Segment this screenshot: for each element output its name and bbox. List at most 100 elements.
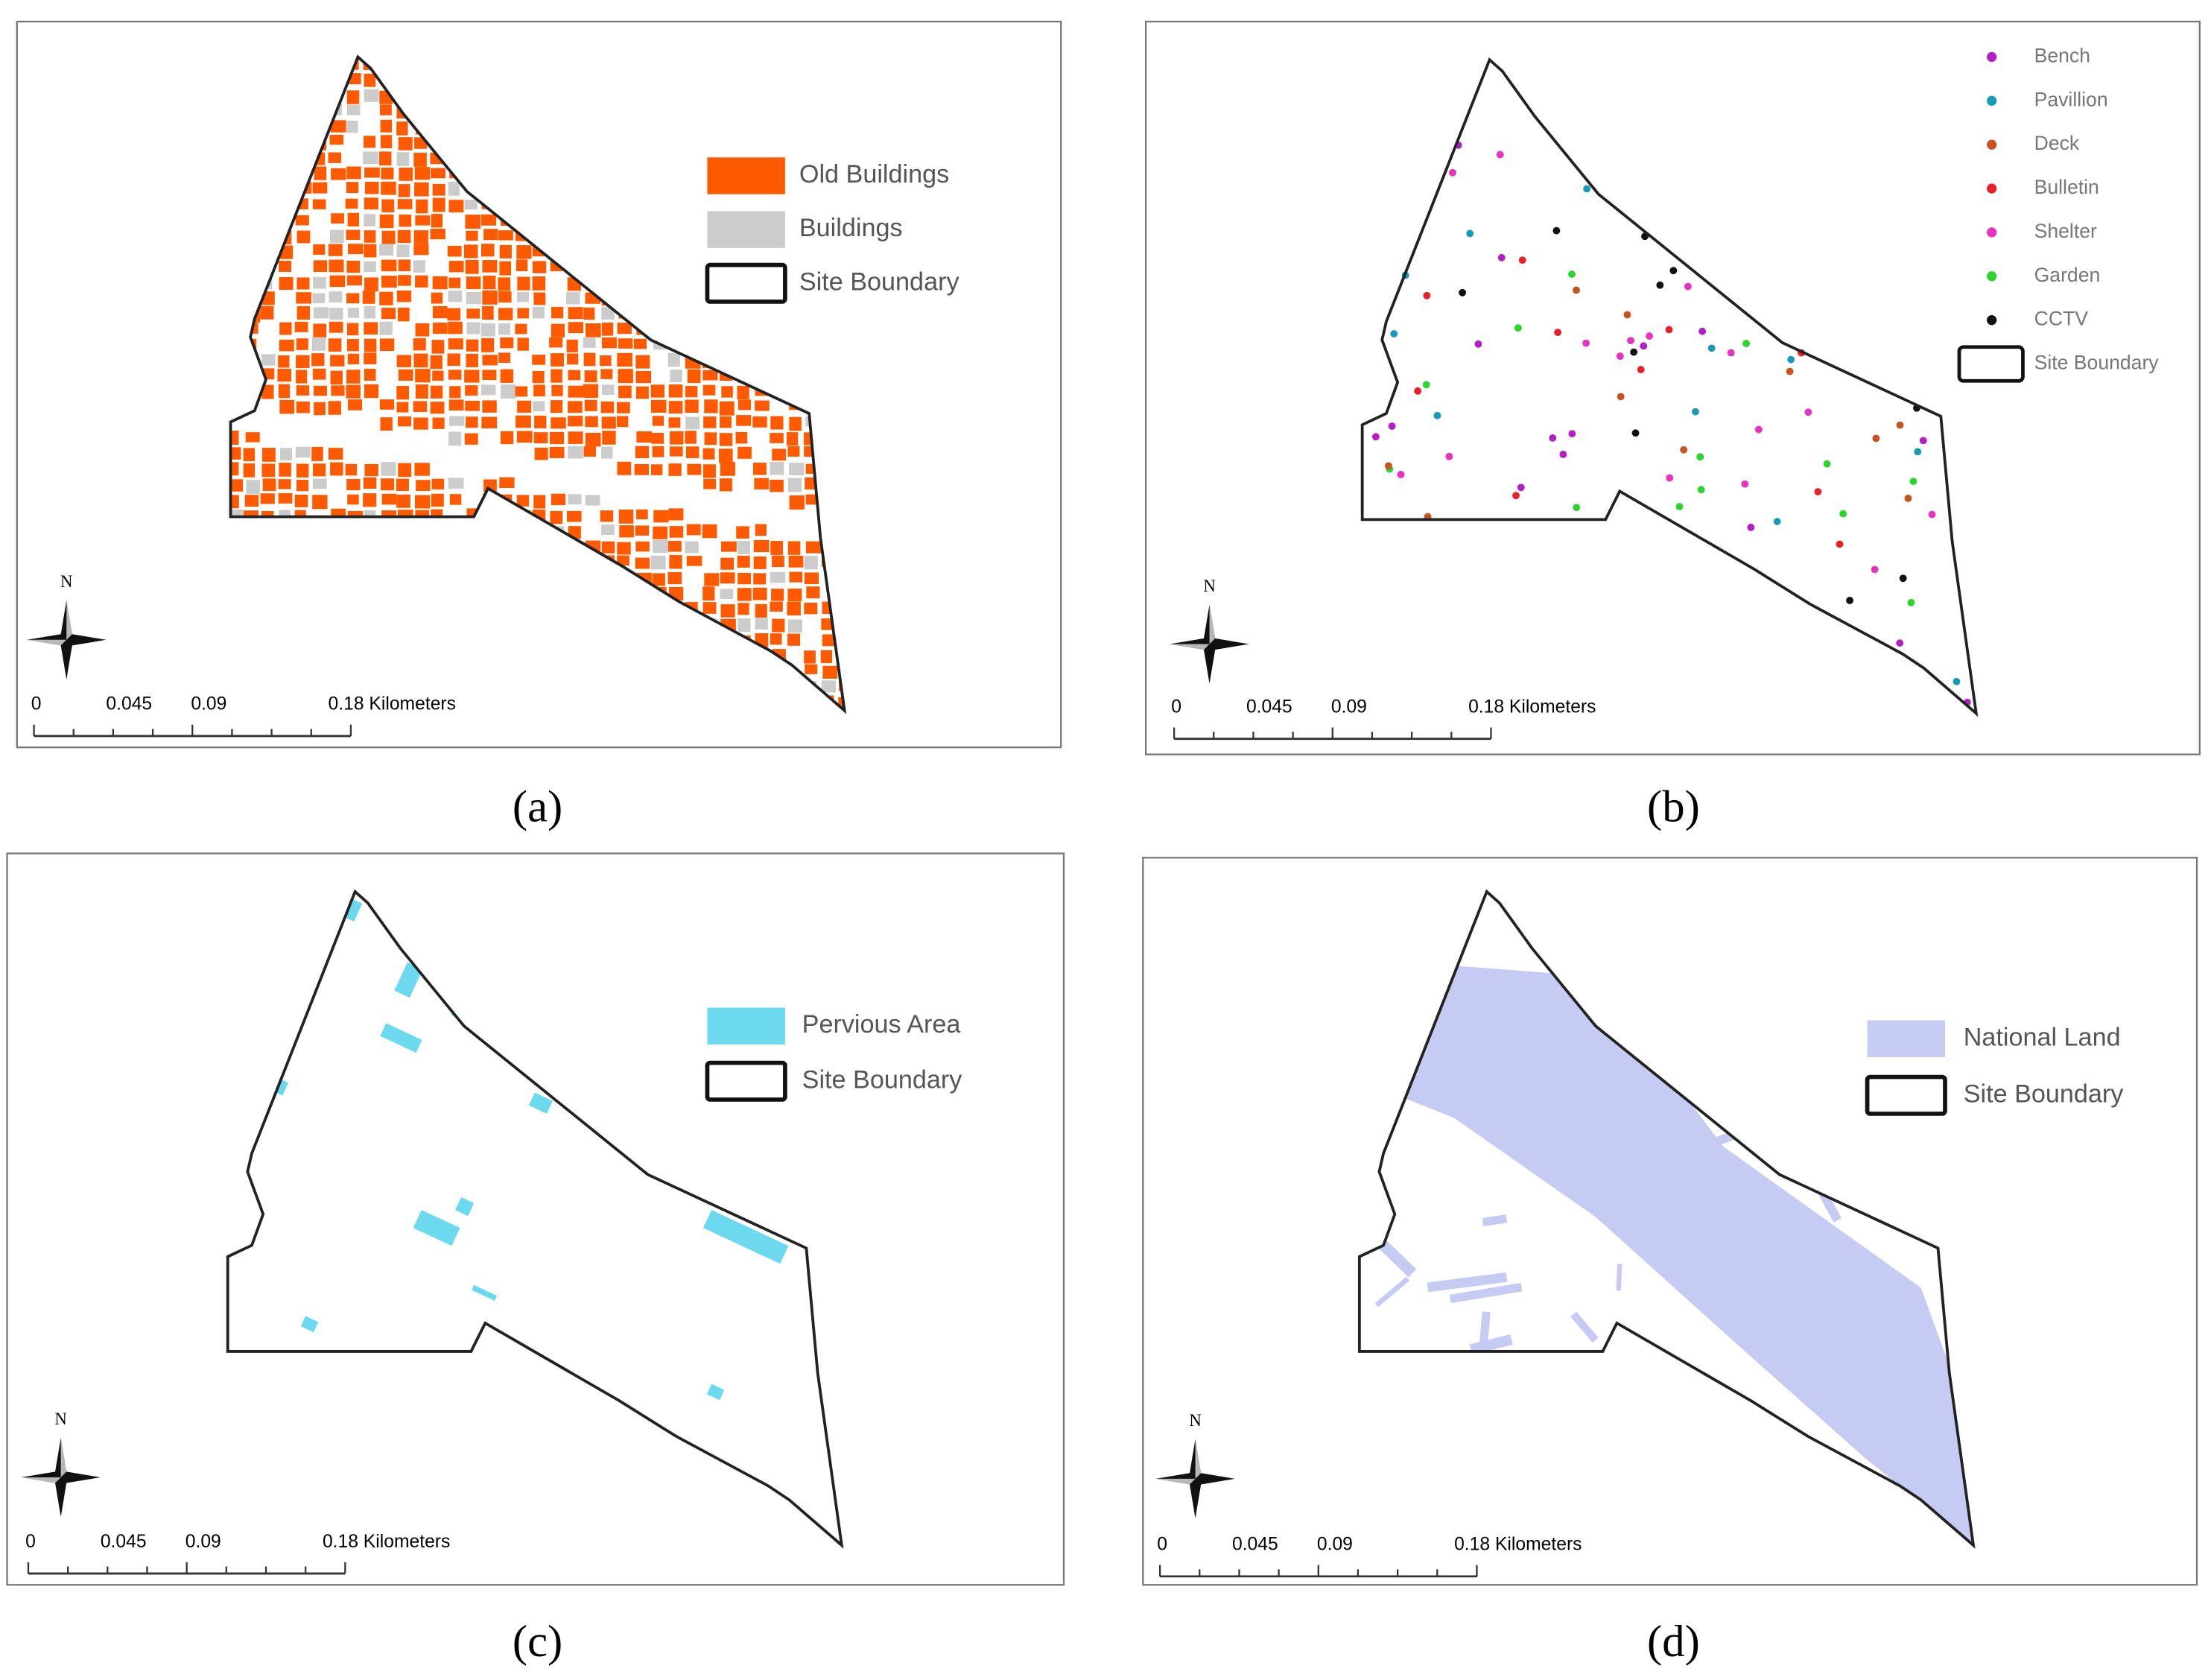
building — [449, 386, 461, 399]
scale-label: 0.18 Kilometers — [1468, 697, 1596, 717]
map-panel: National Land Site Boundary N 0 0.045 0.09 0.1… — [1142, 857, 2198, 1667]
building — [771, 589, 784, 601]
building — [601, 446, 613, 459]
building — [720, 461, 735, 476]
building — [787, 601, 801, 616]
building — [737, 573, 752, 585]
building — [770, 461, 784, 475]
building — [517, 337, 529, 351]
building — [448, 291, 462, 302]
facility-point — [1627, 337, 1634, 345]
building — [448, 370, 462, 380]
building — [346, 229, 361, 240]
facility-point — [1414, 387, 1422, 395]
building — [465, 385, 478, 396]
building — [755, 603, 767, 618]
scale-label: 0.045 — [1246, 697, 1292, 717]
building — [602, 384, 615, 396]
building — [718, 448, 733, 463]
scale-label: 0.18 Kilometers — [329, 694, 456, 714]
building — [277, 368, 292, 382]
building — [533, 495, 546, 509]
building — [396, 290, 412, 302]
facility-point — [1839, 510, 1847, 518]
building — [788, 478, 802, 492]
building — [702, 464, 716, 478]
building — [346, 384, 361, 399]
building — [230, 462, 239, 476]
building — [617, 555, 629, 566]
building — [585, 495, 600, 506]
building — [449, 494, 462, 505]
legend-label: CCTV — [2034, 308, 2089, 330]
legend-label: Garden — [2034, 264, 2101, 286]
building — [380, 417, 393, 431]
building — [296, 277, 310, 290]
building — [396, 244, 410, 257]
building — [466, 416, 478, 428]
building — [416, 199, 428, 214]
legend-label: Old Buildings — [799, 160, 949, 188]
facility-point — [1804, 408, 1812, 416]
building — [650, 555, 666, 570]
building — [498, 308, 513, 320]
building — [379, 338, 395, 352]
facility-point — [1692, 408, 1699, 416]
building — [685, 399, 699, 413]
building — [329, 321, 343, 333]
legend-label: Site Boundary — [802, 1065, 963, 1094]
building — [278, 479, 291, 489]
building — [364, 277, 378, 292]
building — [551, 400, 563, 413]
building — [804, 650, 816, 664]
building — [398, 184, 410, 197]
building — [702, 384, 716, 396]
building — [261, 384, 274, 399]
building — [364, 463, 378, 477]
building — [448, 416, 465, 426]
building — [246, 480, 260, 494]
building — [770, 416, 784, 430]
building — [568, 370, 581, 381]
building — [244, 495, 259, 507]
legend-swatch — [707, 157, 785, 194]
building — [667, 352, 680, 367]
building — [397, 229, 411, 244]
building — [583, 446, 596, 457]
facility-point — [1518, 256, 1526, 264]
building — [820, 650, 833, 663]
building — [685, 446, 700, 458]
building — [515, 386, 528, 397]
building — [704, 573, 720, 586]
building — [736, 526, 749, 539]
building — [737, 446, 752, 459]
building — [279, 276, 294, 291]
building — [533, 432, 548, 444]
building — [464, 370, 480, 383]
building — [296, 292, 311, 304]
building — [568, 416, 583, 427]
facility-point — [1617, 393, 1625, 401]
building — [653, 526, 667, 539]
building — [821, 680, 837, 693]
facility-point — [1697, 486, 1705, 494]
building — [313, 307, 329, 319]
building — [585, 432, 601, 447]
building — [416, 480, 431, 492]
building — [413, 230, 428, 244]
building — [448, 261, 464, 273]
facility-point — [1872, 434, 1880, 443]
building — [770, 601, 783, 612]
building — [311, 353, 325, 367]
building — [311, 337, 326, 351]
building — [601, 337, 617, 349]
building — [704, 399, 718, 413]
building — [346, 166, 361, 180]
building — [379, 399, 395, 410]
building — [770, 571, 786, 583]
building — [685, 416, 700, 430]
building — [346, 104, 361, 115]
building — [755, 618, 768, 630]
north-label: N — [60, 572, 72, 591]
building — [413, 337, 426, 351]
